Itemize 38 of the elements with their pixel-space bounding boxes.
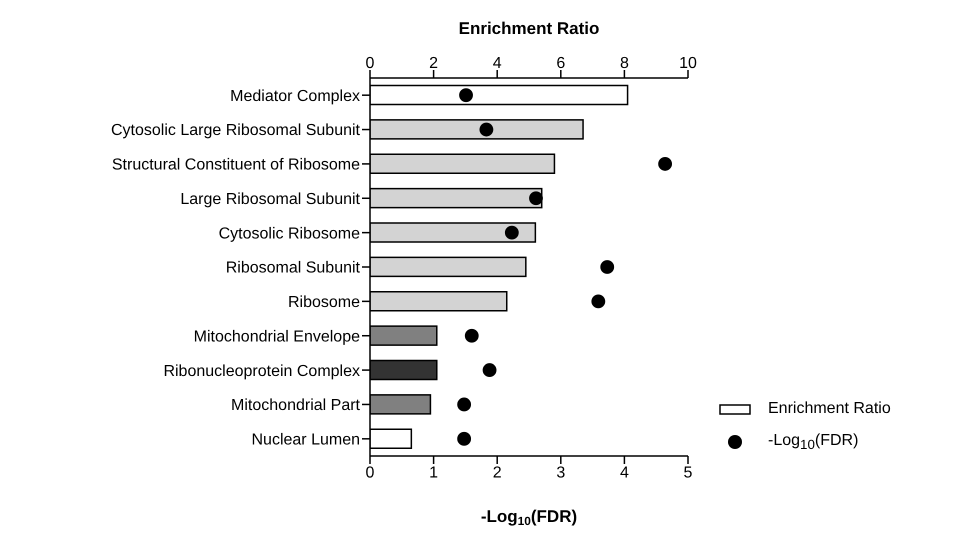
y-tick-label: Ribosomal Subunit	[226, 260, 361, 277]
x-tick-label: 2	[492, 464, 502, 482]
x2-tick-label: 0	[366, 55, 375, 72]
point	[457, 432, 472, 446]
y-tick-label: Mitochondrial Envelope	[194, 328, 360, 346]
x2-tick-label: 10	[679, 55, 697, 72]
y-tick-label: Nuclear Lumen	[252, 432, 360, 448]
legend-label: -Log$_{10}$(FDR)	[768, 432, 858, 452]
y-tick-label: Structural Constituent of Ribosome	[112, 156, 360, 174]
x2-tick-label: 8	[620, 55, 629, 72]
x-tick-label: 3	[556, 464, 566, 482]
x2-tick-label: 4	[492, 55, 502, 72]
x2-axis-title: Enrichment Ratio	[458, 19, 600, 38]
point	[464, 328, 479, 343]
point	[457, 398, 472, 412]
x2-tick-label: 6	[556, 55, 566, 72]
point	[600, 260, 614, 274]
y-tick-label: Ribosome	[288, 294, 360, 312]
point	[459, 88, 473, 102]
x-tick-label: 1	[429, 464, 438, 482]
y-tick-label: Mitochondrial Part	[231, 397, 361, 414]
y-tick-label: Mediator Complex	[230, 88, 360, 105]
y-tick-label: Large Ribosomal Subunit	[180, 190, 361, 208]
point	[591, 294, 606, 308]
x2-tick-label: 2	[429, 55, 438, 72]
y-tick-label: Ribonucleoprotein Complex	[163, 362, 360, 380]
point	[529, 191, 543, 206]
legend-label: Enrichment Ratio	[768, 400, 891, 417]
point	[479, 122, 494, 136]
x-tick-label: 4	[620, 464, 629, 482]
y-tick-label: Cytosolic Large Ribosomal Subunit	[110, 122, 361, 140]
point	[482, 363, 496, 377]
x-tick-label: 0	[366, 464, 375, 482]
point	[658, 157, 672, 171]
x-tick-label: 5	[684, 464, 693, 482]
x-axis-title: -Log$_{10}$(FDR)	[480, 507, 578, 528]
y-tick-label: Cytosolic Ribosome	[218, 225, 360, 242]
point	[504, 226, 519, 240]
